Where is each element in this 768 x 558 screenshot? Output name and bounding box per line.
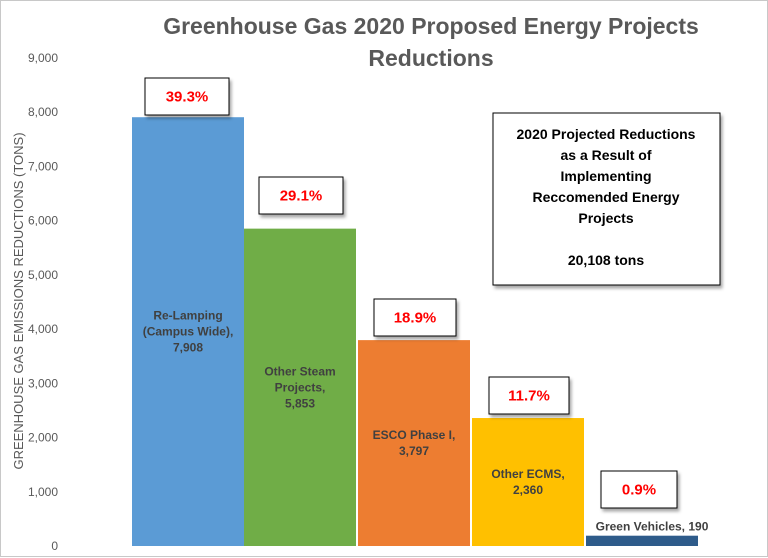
bar — [586, 535, 698, 546]
annotation-box-frame — [492, 112, 721, 286]
annotation-line: Implementing — [560, 168, 651, 184]
bar-data-label: ESCO Phase I, — [373, 428, 456, 442]
percent-callout-box — [600, 470, 678, 509]
bar-data-label: 7,908 — [173, 341, 203, 355]
bars: Re-Lamping (Campus Wide), 7,908 39.3% Other … — [132, 77, 709, 546]
annotation-line: Reccomended Energy — [532, 189, 679, 205]
bar — [244, 228, 356, 546]
y-tick-label: 9,000 — [28, 51, 58, 65]
percent-label: 11.7% — [508, 388, 550, 405]
percent-label: 29.1% — [280, 188, 323, 205]
bar-data-label: Other Steam — [264, 364, 335, 378]
bar-data-label: Projects, — [275, 380, 326, 394]
y-tick-label: 1,000 — [28, 485, 58, 499]
y-tick-label: 3,000 — [28, 376, 58, 390]
bar-data-label: Other ECMS, — [491, 467, 564, 481]
y-tick-label: 2,000 — [28, 431, 58, 445]
annotation-line: 20,108 tons — [568, 252, 644, 268]
y-tick-label: 5,000 — [28, 268, 58, 282]
bar-data-label: Green Vehicles, 190 — [596, 520, 709, 534]
percent-callout-box — [258, 176, 344, 215]
percent-label: 0.9% — [622, 482, 656, 499]
chart-title-line: Reductions — [368, 45, 493, 71]
bar-data-label: 3,797 — [399, 444, 429, 458]
y-tick-label: 8,000 — [28, 105, 58, 119]
y-axis-title: GREENHOUSE GAS EMISSIONS REDUCTIONS (TON… — [11, 132, 26, 469]
annotation-line: 2020 Projected Reductions — [517, 126, 696, 142]
y-tick-label: 4,000 — [28, 322, 58, 336]
percent-label: 39.3% — [166, 89, 209, 106]
bar — [132, 117, 244, 546]
bar — [472, 418, 584, 546]
annotation-box: 2020 Projected Reductions as a Result of I… — [492, 112, 721, 286]
percent-callout-box — [488, 376, 570, 415]
bar-data-label: 2,360 — [513, 483, 543, 497]
bar-data-label: 5,853 — [285, 396, 315, 410]
y-axis: 0 1,000 2,000 3,000 4,000 5,000 6,000 7,000 8,00… — [11, 51, 58, 553]
percent-callout-box — [373, 298, 457, 337]
bar-data-label: (Campus Wide), — [143, 325, 234, 339]
chart-title: Greenhouse Gas 2020 Proposed Energy Proj… — [163, 13, 699, 71]
y-tick-label: 0 — [51, 539, 58, 553]
chart-title-line: Greenhouse Gas 2020 Proposed Energy Proj… — [163, 13, 699, 39]
bar-data-label: Re-Lamping — [153, 309, 222, 323]
y-tick-label: 7,000 — [28, 159, 58, 173]
percent-label: 18.9% — [394, 310, 437, 327]
annotation-line: Projects — [578, 210, 633, 226]
annotation-line: as a Result of — [560, 147, 651, 163]
percent-callout-box — [144, 77, 230, 116]
y-tick-label: 6,000 — [28, 214, 58, 228]
bar — [358, 340, 470, 546]
